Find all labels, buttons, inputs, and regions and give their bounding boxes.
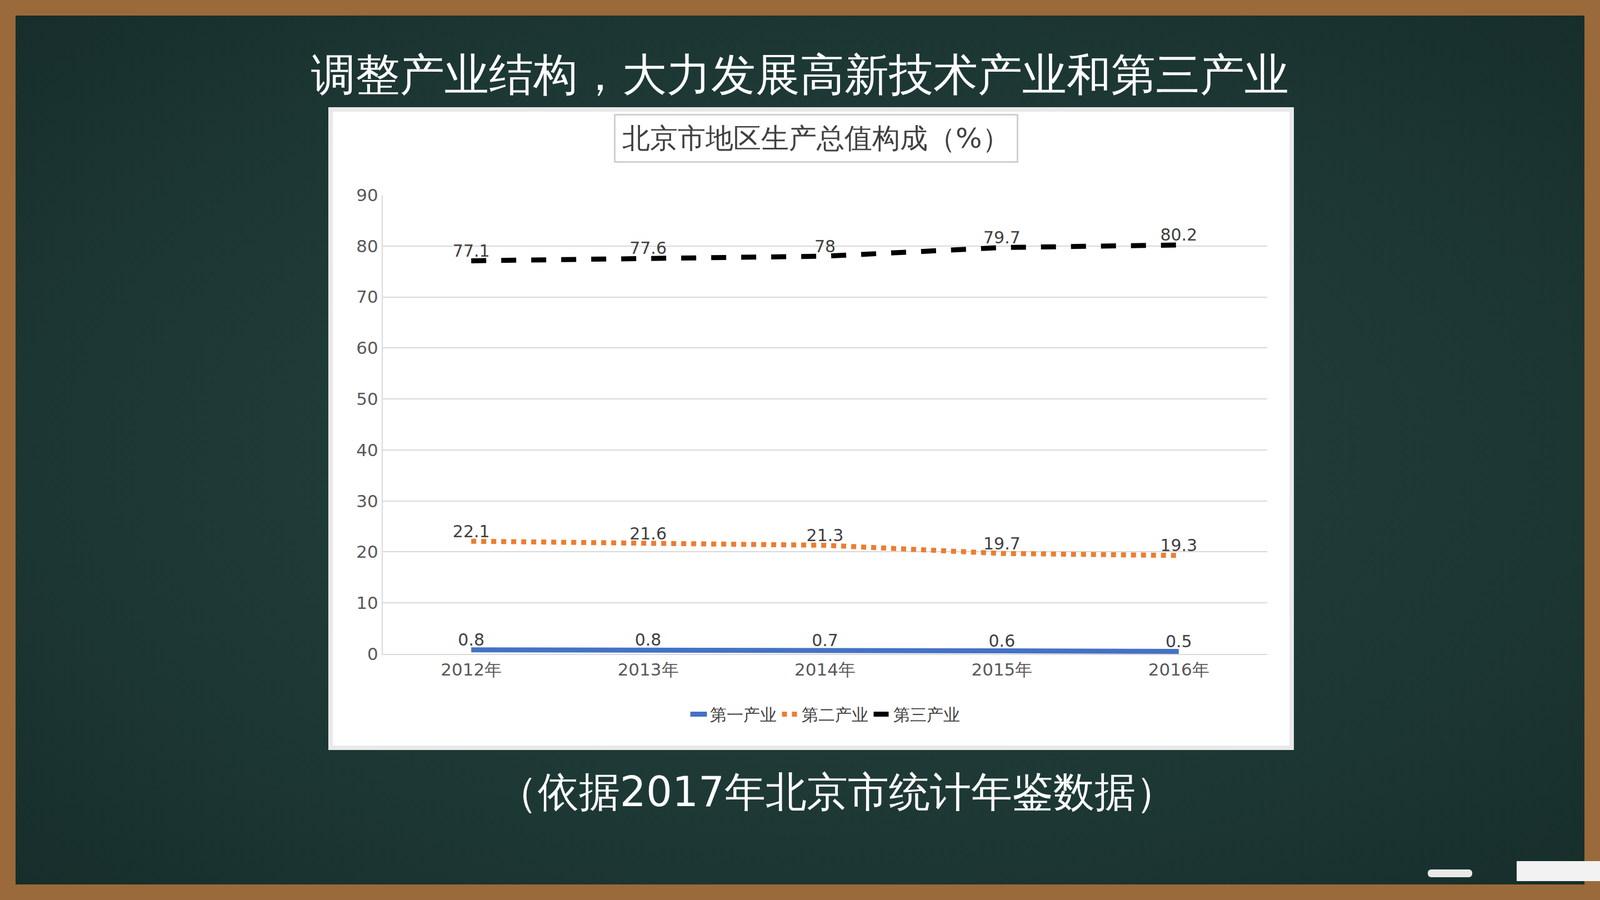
svg-text:2015年: 2015年: [971, 659, 1033, 680]
svg-text:90: 90: [356, 185, 378, 205]
svg-text:北京市地区生产总值构成（%）: 北京市地区生产总值构成（%）: [622, 122, 1010, 155]
svg-text:77.1: 77.1: [452, 241, 490, 261]
svg-text:77.6: 77.6: [629, 238, 667, 258]
svg-text:21.3: 21.3: [806, 525, 844, 545]
svg-text:21.6: 21.6: [629, 523, 667, 544]
svg-text:0.7: 0.7: [811, 630, 839, 650]
svg-text:0: 0: [367, 643, 379, 664]
svg-text:0.5: 0.5: [1165, 631, 1193, 652]
svg-text:50: 50: [356, 388, 378, 409]
svg-text:2016年: 2016年: [1148, 659, 1210, 680]
svg-text:22.1: 22.1: [452, 521, 490, 542]
svg-text:78: 78: [814, 236, 836, 257]
svg-text:30: 30: [356, 491, 378, 512]
svg-text:80: 80: [356, 236, 378, 257]
svg-text:79.7: 79.7: [983, 227, 1021, 248]
svg-text:0.6: 0.6: [988, 631, 1016, 651]
svg-text:20: 20: [356, 541, 378, 562]
svg-text:0.8: 0.8: [457, 630, 485, 650]
svg-text:2014年: 2014年: [794, 659, 856, 680]
html-text:调整产业结构，大力发展高新技术产业和第三产业: 调整产业结构，大力发展高新技术产业和第三产业: [311, 48, 1289, 101]
svg-text:70: 70: [356, 286, 378, 307]
svg-text:60: 60: [356, 337, 378, 358]
svg-text:第三产业: 第三产业: [893, 705, 960, 725]
svg-text:0.8: 0.8: [635, 630, 662, 650]
svg-text:19.7: 19.7: [983, 533, 1021, 554]
svg-text:第一产业: 第一产业: [710, 705, 777, 725]
svg-text:10: 10: [356, 592, 378, 613]
svg-text:19.3: 19.3: [1160, 535, 1198, 555]
svg-text:40: 40: [356, 440, 378, 460]
svg-text:2013年: 2013年: [617, 659, 679, 680]
svg-text:80.2: 80.2: [1160, 225, 1198, 245]
svg-text:2012年: 2012年: [440, 659, 502, 680]
html-text:（依据2017年北京市统计年鉴数据）: （依据2017年北京市统计年鉴数据）: [496, 767, 1177, 816]
svg-text:第二产业: 第二产业: [801, 705, 869, 725]
